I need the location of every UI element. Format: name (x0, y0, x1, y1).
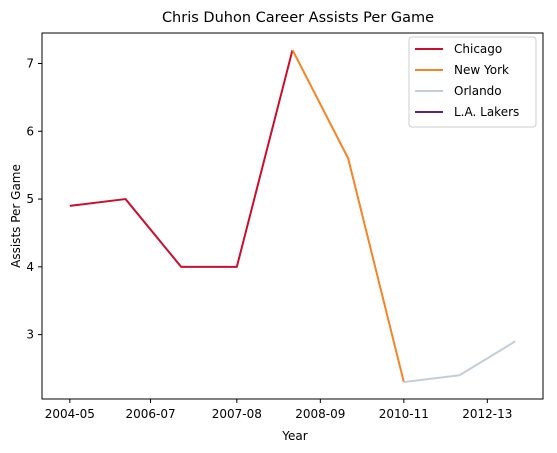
series-line-new-york (291, 49, 405, 383)
y-tick-label: 3 (26, 328, 34, 342)
x-tick-label: 2006-07 (125, 407, 175, 421)
y-axis-title: Assists Per Game (9, 164, 23, 268)
legend-box (408, 36, 537, 128)
x-axis-title: Year (281, 429, 307, 443)
x-tick-label: 2008-09 (295, 407, 345, 421)
plot-frame (41, 32, 544, 400)
series-line-chicago (69, 49, 294, 268)
plot-area: 3 4 5 6 7 2004-05 2006-07 2007-08 2008-09 2010-1… (26, 32, 544, 421)
legend-label-chicago: Chicago (454, 42, 502, 56)
legend-label-new-york: New York (454, 63, 509, 77)
chart-title: Chris Duhon Career Assists Per Game (162, 10, 434, 26)
legend-label-orlando: Orlando (454, 84, 502, 98)
legend: Chicago New York Orlando L.A. Lakers (408, 36, 537, 128)
y-tick-label: 4 (26, 260, 34, 274)
x-tick-label: 2010-11 (379, 407, 429, 421)
x-tick-label: 2012-13 (462, 407, 512, 421)
x-tick-label: 2004-05 (45, 407, 95, 421)
series-line-orlando (403, 340, 516, 384)
y-tick-label: 7 (26, 57, 34, 71)
y-tick-label: 6 (26, 124, 34, 138)
legend-label-l-a-lakers: L.A. Lakers (454, 105, 519, 119)
x-axis: 2004-05 2006-07 2007-08 2008-09 2010-11 2012-… (45, 399, 512, 421)
y-tick-label: 5 (26, 192, 34, 206)
y-axis: 3 4 5 6 7 (26, 57, 42, 342)
series-lines (69, 49, 516, 384)
x-tick-label: 2007-08 (212, 407, 262, 421)
